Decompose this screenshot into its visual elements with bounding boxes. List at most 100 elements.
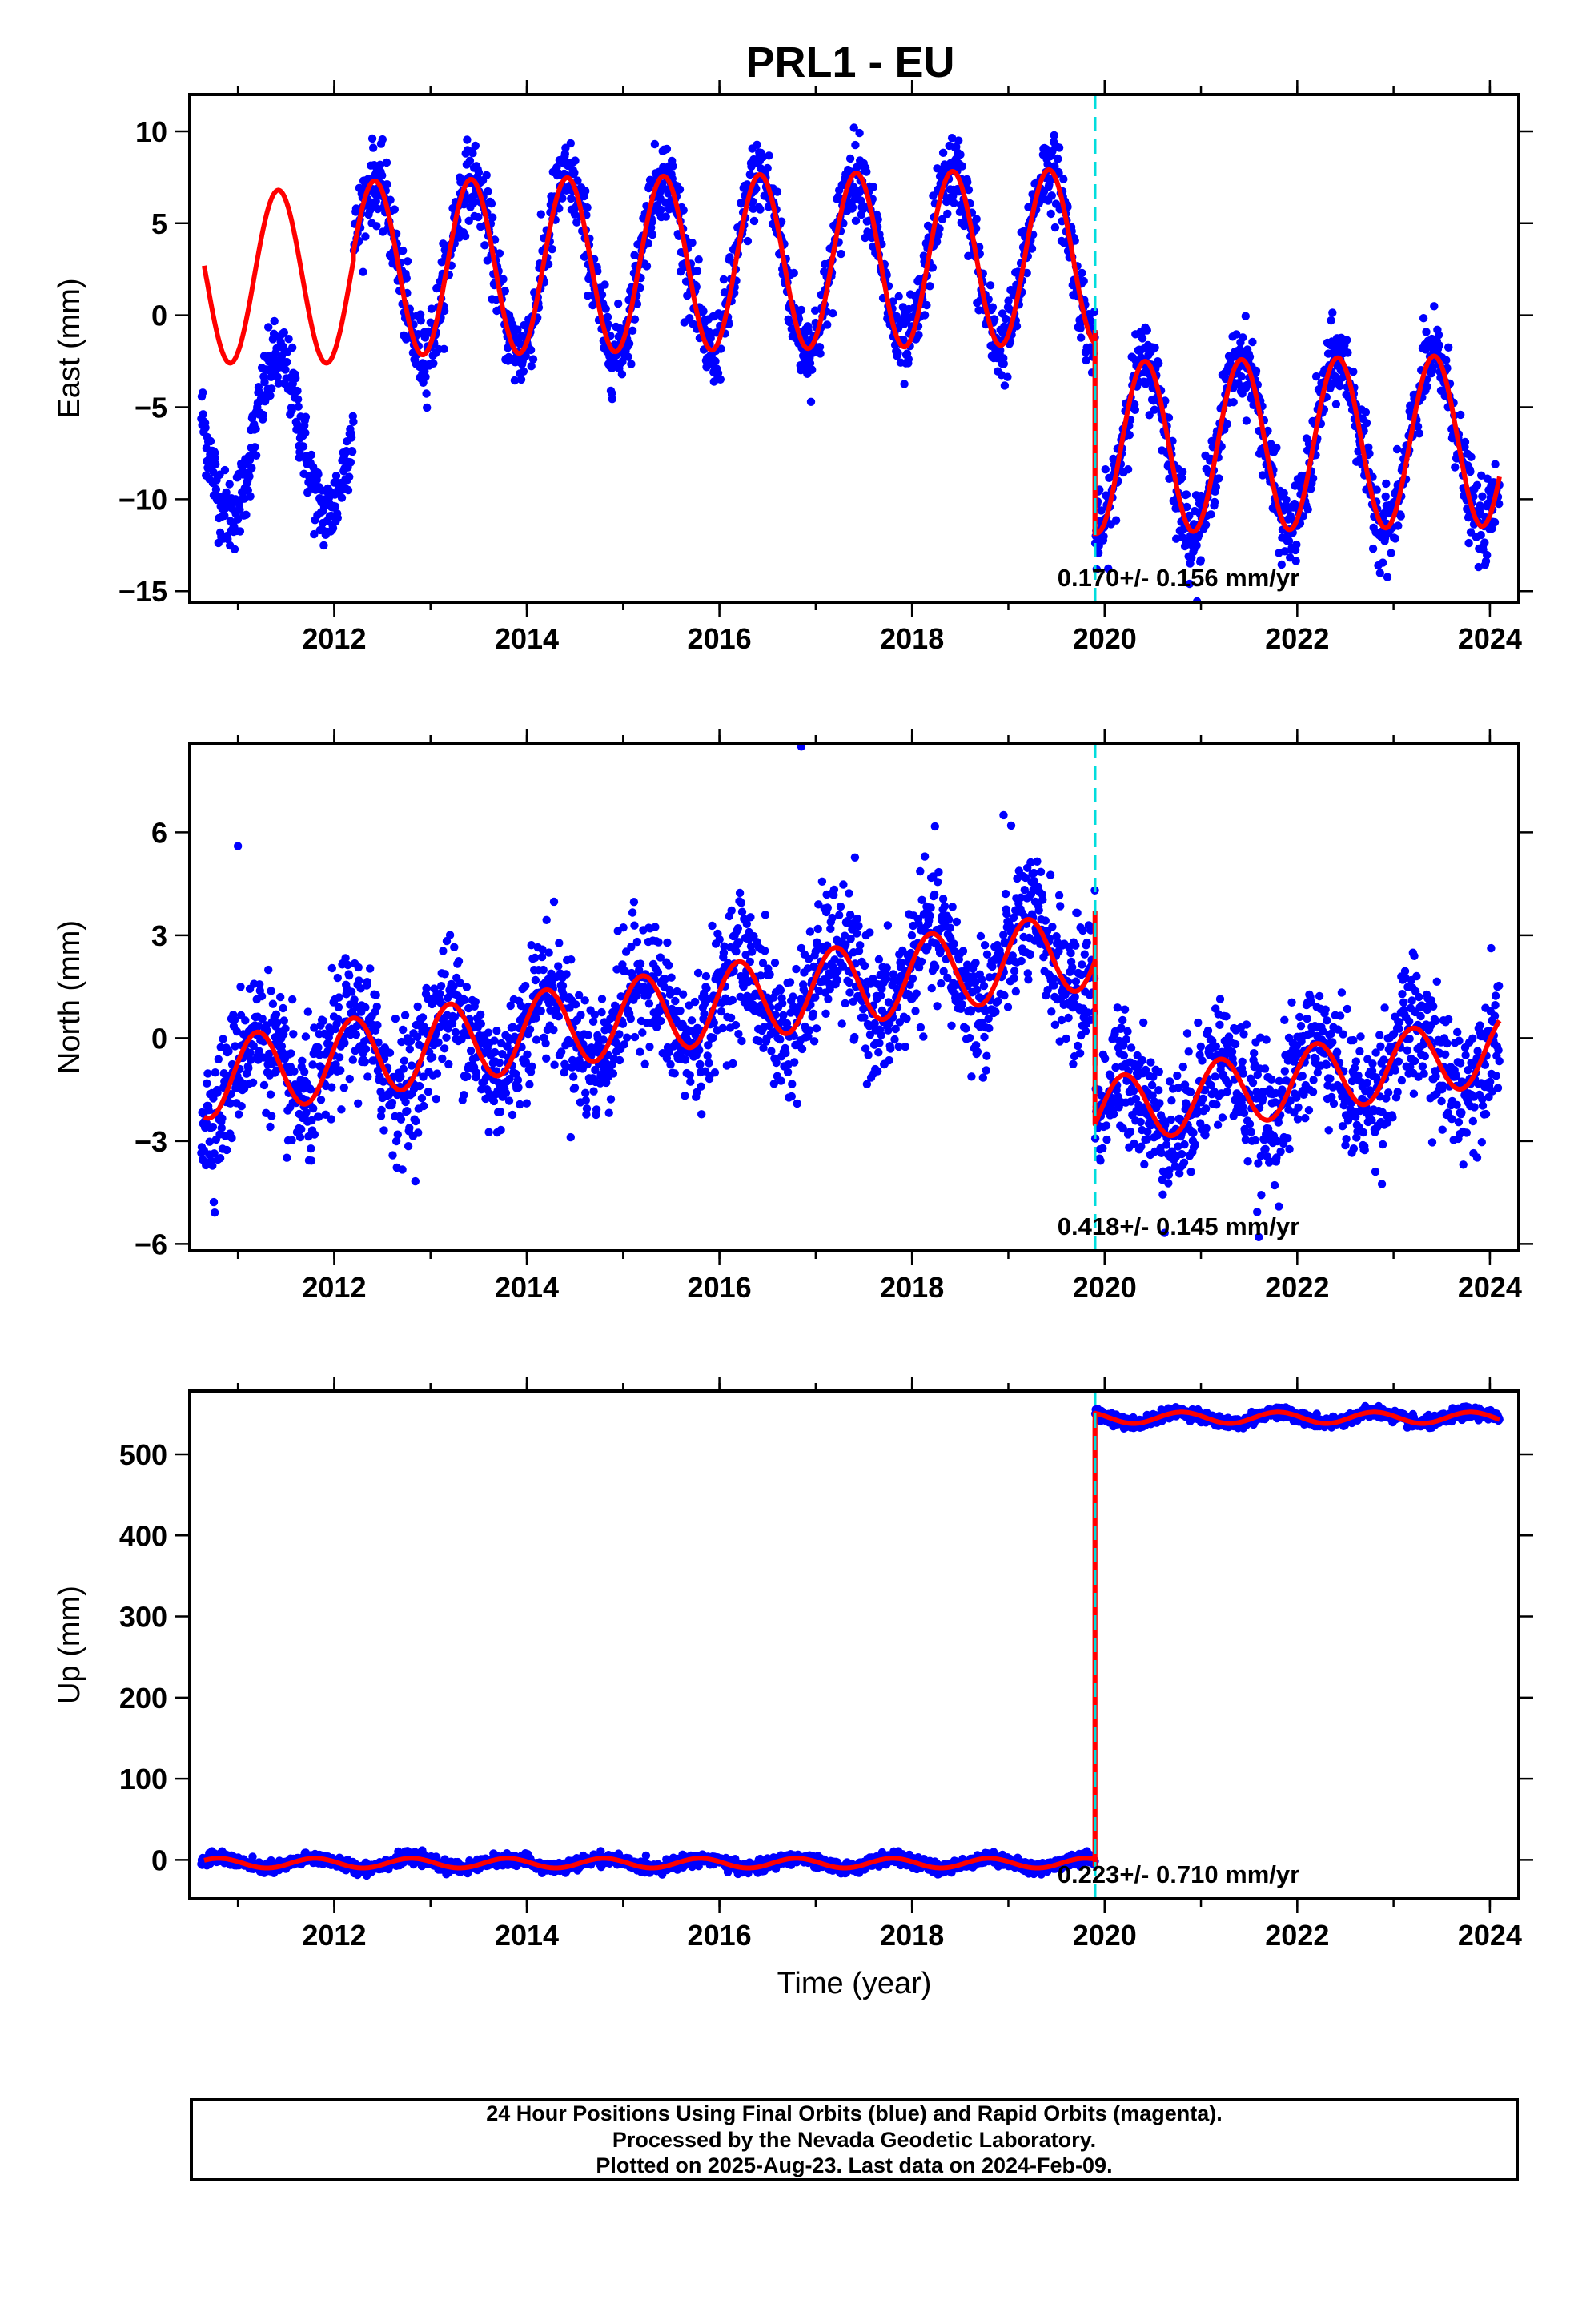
data-point	[826, 924, 835, 934]
data-point	[558, 981, 568, 991]
data-point	[279, 1016, 288, 1025]
data-point	[246, 1048, 255, 1058]
data-point	[1343, 348, 1352, 357]
data-point	[283, 357, 291, 367]
data-point	[345, 1074, 354, 1084]
data-point	[434, 1038, 443, 1047]
data-point	[821, 1009, 830, 1019]
data-point	[341, 954, 350, 963]
data-point	[557, 1047, 566, 1056]
data-point	[797, 305, 806, 315]
data-point	[836, 902, 845, 911]
data-point	[860, 1013, 869, 1022]
data-point	[310, 529, 319, 539]
observation-points	[197, 743, 1504, 1242]
data-point	[468, 149, 477, 158]
data-point	[600, 280, 609, 289]
data-point	[745, 170, 754, 179]
data-point	[526, 345, 536, 355]
data-point	[1495, 499, 1504, 509]
data-point	[1481, 557, 1491, 565]
data-point	[314, 470, 323, 479]
data-point	[588, 1048, 597, 1058]
data-point	[463, 135, 472, 144]
data-point	[301, 428, 310, 437]
data-point	[824, 995, 833, 1003]
data-point	[436, 989, 444, 999]
data-point	[811, 306, 820, 315]
data-point	[1017, 956, 1026, 966]
data-point	[841, 940, 850, 949]
data-point	[536, 210, 545, 219]
data-point	[1165, 1077, 1174, 1086]
data-point	[489, 1096, 499, 1106]
data-point	[1066, 948, 1075, 958]
data-point	[928, 263, 938, 272]
data-point	[889, 297, 897, 306]
data-point	[1201, 521, 1211, 529]
data-point	[223, 1145, 231, 1155]
data-point	[823, 941, 832, 950]
data-point	[569, 1072, 578, 1081]
data-point	[314, 1043, 323, 1052]
data-point	[1101, 465, 1110, 474]
data-point	[630, 921, 639, 930]
data-point	[345, 472, 354, 481]
data-point	[846, 935, 855, 943]
data-point	[666, 1060, 675, 1069]
data-point	[1070, 236, 1079, 245]
data-point	[805, 1026, 814, 1035]
data-point	[211, 453, 219, 463]
data-point	[403, 1107, 412, 1116]
data-point	[292, 420, 302, 428]
data-point	[1026, 950, 1034, 959]
data-point	[525, 1025, 535, 1034]
data-point	[756, 205, 765, 214]
data-point	[912, 989, 921, 998]
data-point	[1223, 420, 1231, 428]
data-point	[1164, 1179, 1173, 1188]
model-line	[202, 167, 1502, 536]
data-point	[632, 300, 642, 308]
data-point	[603, 312, 612, 321]
data-point	[206, 436, 215, 446]
data-point	[733, 924, 742, 933]
data-point	[1064, 1013, 1073, 1023]
data-point	[735, 888, 745, 898]
data-point	[560, 149, 569, 159]
data-point	[251, 424, 260, 433]
data-point	[266, 1090, 275, 1099]
data-point	[938, 215, 947, 223]
data-point	[391, 1136, 401, 1146]
data-point	[1079, 276, 1088, 286]
data-point	[264, 323, 273, 332]
data-point	[403, 257, 412, 266]
data-point	[209, 1197, 219, 1207]
y-tick-label: −15	[118, 575, 167, 608]
data-point	[448, 1019, 457, 1028]
data-point	[412, 1116, 420, 1126]
x-tick-label: 2018	[880, 622, 944, 655]
data-point	[718, 1023, 727, 1033]
data-point	[829, 885, 839, 895]
data-point	[528, 355, 538, 364]
data-point	[626, 1015, 635, 1023]
data-point	[749, 216, 759, 226]
data-point	[401, 1097, 410, 1107]
data-point	[1097, 506, 1106, 515]
data-point	[1451, 463, 1460, 472]
data-point	[412, 1032, 422, 1042]
data-point	[573, 176, 582, 185]
data-point	[1059, 175, 1068, 183]
data-point	[308, 1060, 317, 1069]
data-point	[776, 1035, 785, 1044]
data-point	[340, 1039, 349, 1047]
data-point	[1102, 1121, 1111, 1130]
data-point	[972, 215, 981, 223]
data-point	[809, 1009, 818, 1019]
data-point	[1000, 991, 1009, 1000]
data-point	[1094, 549, 1103, 557]
data-point	[1394, 521, 1403, 530]
data-point	[1210, 497, 1219, 507]
data-point	[298, 1056, 307, 1066]
